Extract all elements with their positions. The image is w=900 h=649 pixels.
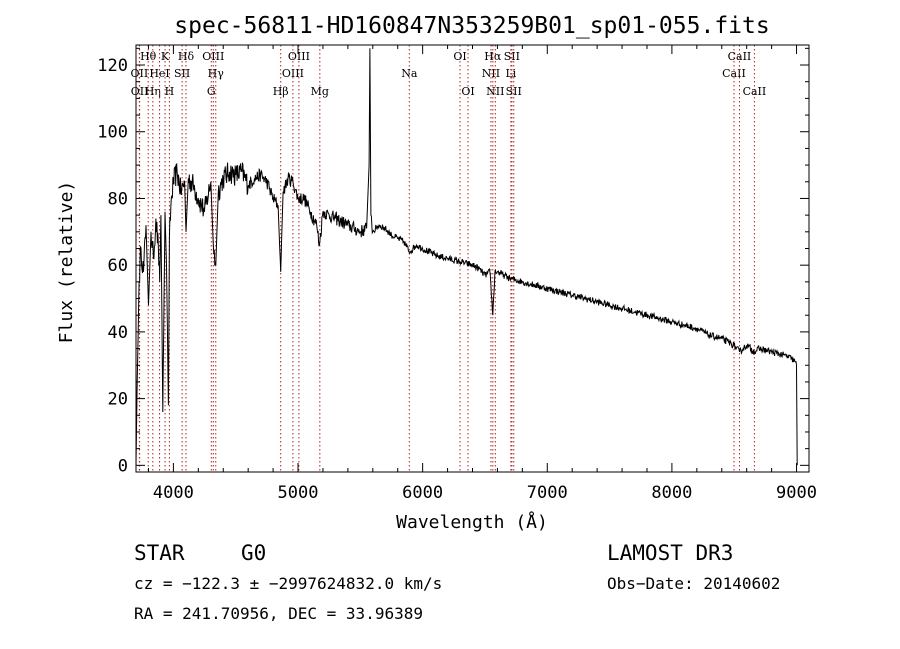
x-tick-label-3: 7000 (527, 483, 568, 503)
line-label-18: OI (461, 85, 474, 98)
line-label-13: OIII (282, 67, 304, 80)
y-tick-label-3: 60 (108, 256, 128, 276)
line-label-23: SII (504, 50, 520, 63)
line-label-4: HeI (149, 67, 169, 80)
line-label-20: Hα (484, 50, 502, 63)
line-label-5: K (161, 50, 170, 63)
obs-date: Obs−Date: 20140602 (607, 574, 780, 593)
line-label-9: G (207, 85, 216, 98)
y-axis-label: Flux (relative) (56, 181, 77, 344)
line-label-8: Hδ (178, 50, 195, 63)
redshift-cz: cz = −122.3 ± −2997624832.0 km/s (134, 574, 442, 593)
line-label-6: H (165, 85, 175, 98)
line-label-7: SII (174, 67, 190, 80)
line-label-27: CaII (743, 85, 767, 98)
y-tick-label-5: 100 (97, 123, 128, 143)
line-label-15: Mg (311, 85, 329, 98)
line-label-17: OI (453, 50, 466, 63)
line-label-3: Hη (145, 85, 161, 98)
chart-title: spec-56811-HD160847N353259B01_sp01-055.f… (174, 13, 769, 39)
object-subclass: G0 (241, 541, 266, 565)
line-label-24: SII (506, 85, 522, 98)
x-tick-label-0: 4000 (153, 483, 194, 503)
line-label-19: NII (482, 67, 500, 80)
spectrum-series (135, 48, 798, 466)
line-label-11: Hγ (208, 67, 225, 80)
line-label-22: Li (505, 67, 516, 80)
y-tick-label-2: 40 (108, 323, 128, 343)
y-tick-label-0: 0 (118, 456, 128, 476)
line-label-10: OIII (202, 50, 224, 63)
x-tick-label-5: 9000 (776, 483, 817, 503)
emission-line-markers: OIIOIIHθHηHeIKHSIIHδGOIIIHγHβOIIIOIIIMgN… (131, 45, 767, 472)
x-tick-label-2: 6000 (402, 483, 443, 503)
line-label-26: CaII (728, 50, 752, 63)
y-tick-label-1: 20 (108, 390, 128, 410)
axes: 4000 5000 6000 7000 8000 9000 0 20 40 60 80 100 120 (97, 45, 817, 503)
ra-dec: RA = 241.70956, DEC = 33.96389 (134, 604, 423, 623)
line-label-1: OII (131, 85, 149, 98)
spectrum-line (135, 48, 798, 466)
plot-frame (135, 44, 810, 473)
survey-name: LAMOST DR3 (607, 541, 733, 565)
x-tick-label-4: 8000 (651, 483, 692, 503)
y-tick-label-4: 80 (108, 189, 128, 209)
y-tick-label-6: 120 (97, 56, 128, 76)
line-label-2: Hθ (140, 50, 157, 63)
x-axis-label: Wavelength (Å) (396, 511, 548, 533)
line-label-16: Na (401, 67, 418, 80)
line-label-25: CaII (722, 67, 746, 80)
line-label-14: OIII (288, 50, 310, 63)
line-label-21: NII (486, 85, 504, 98)
object-class: STAR (134, 541, 185, 565)
line-label-12: Hβ (273, 85, 289, 98)
x-tick-label-1: 5000 (278, 483, 319, 503)
